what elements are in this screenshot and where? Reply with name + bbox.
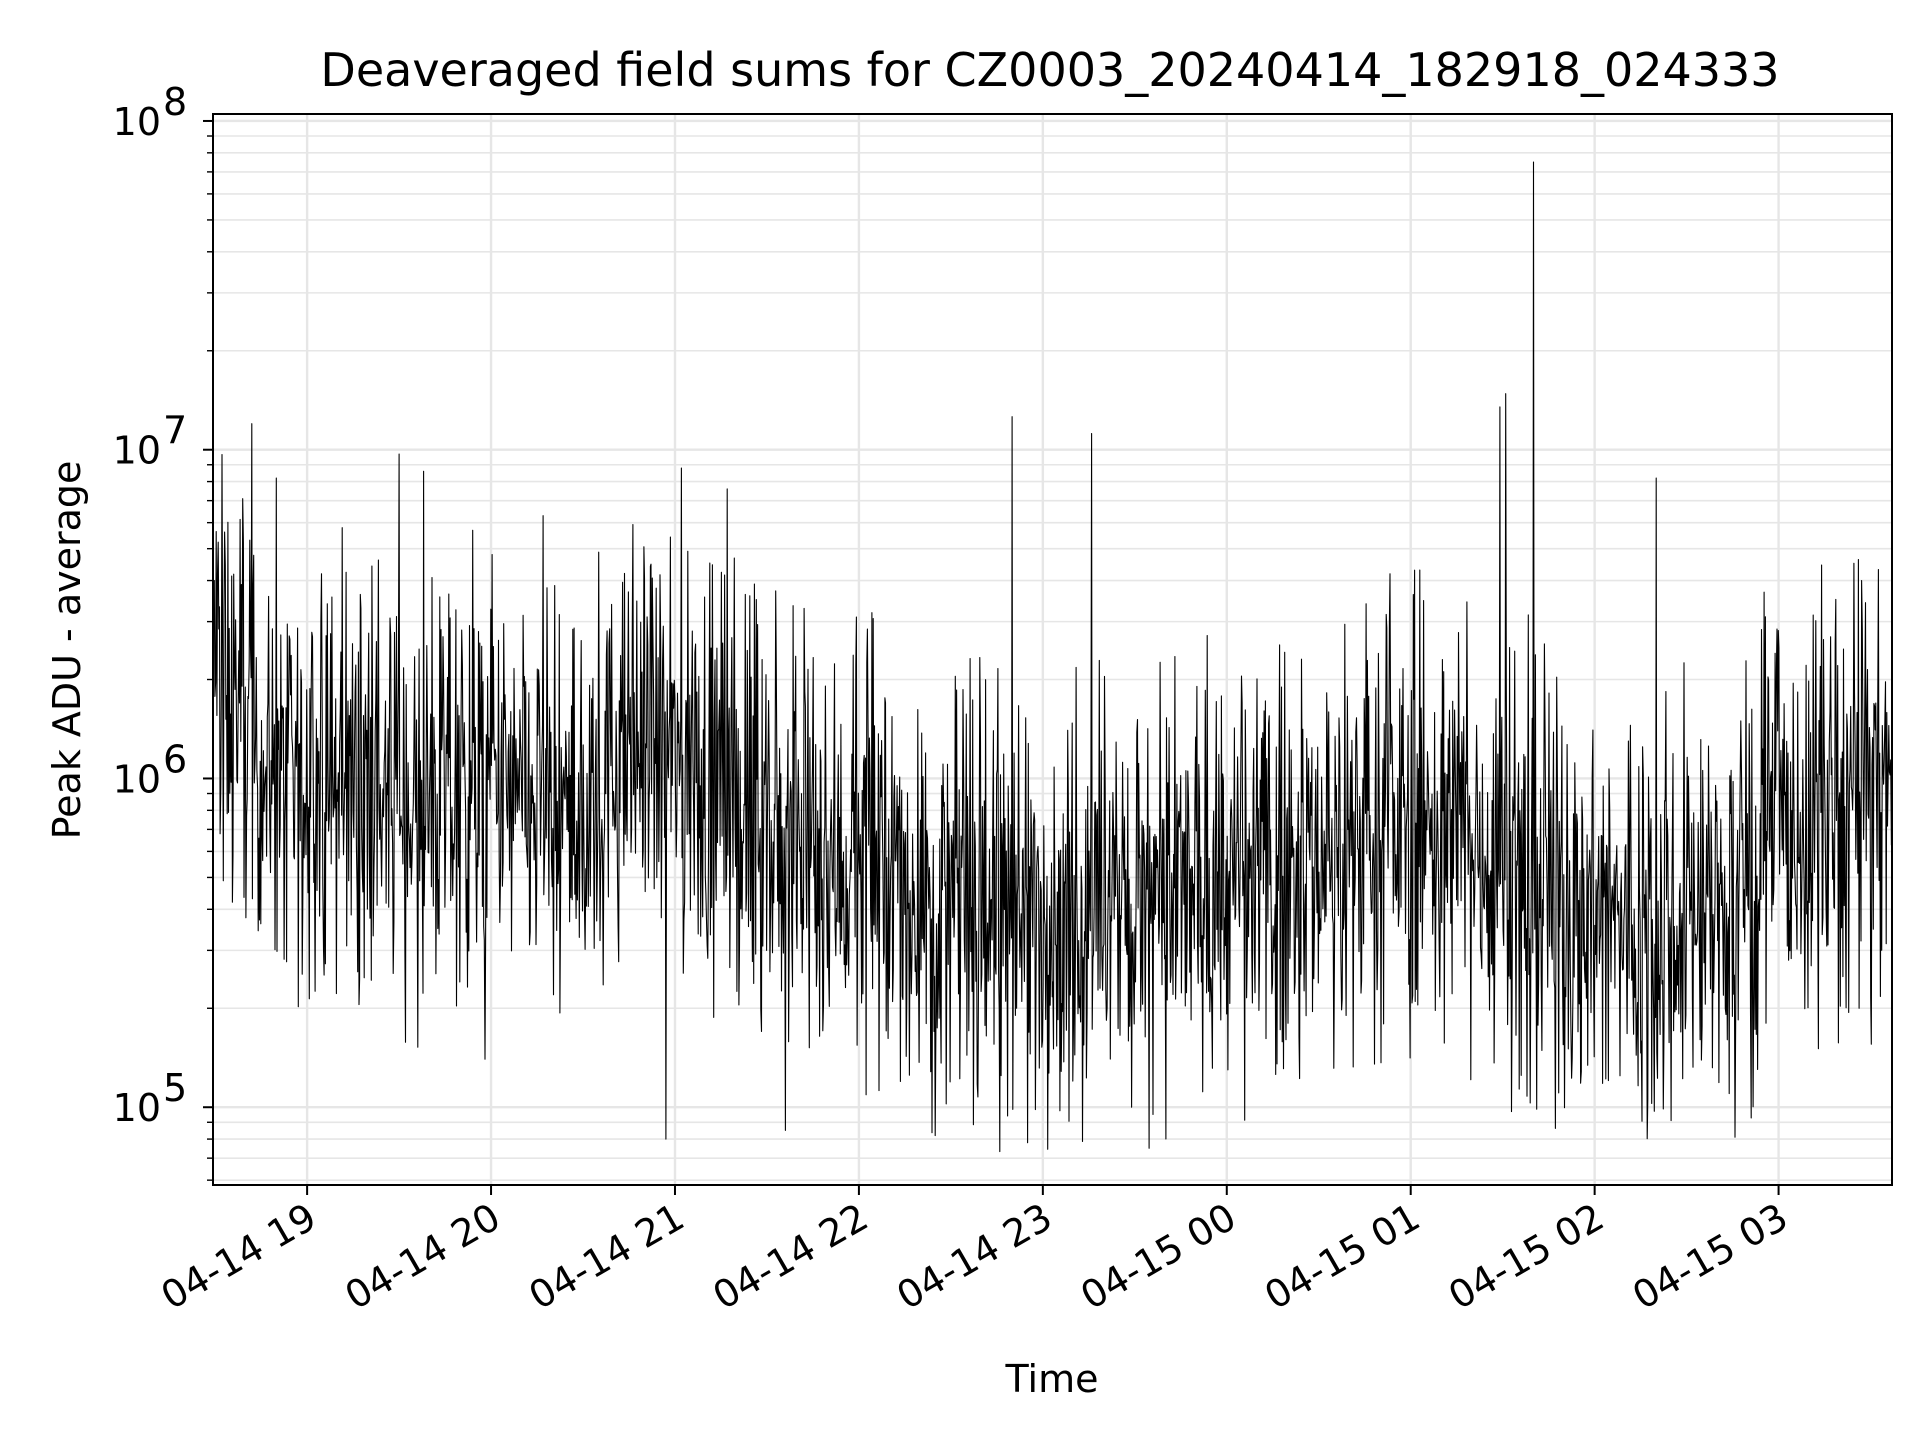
y-tick-exponent: 8 — [163, 80, 187, 124]
y-tick-exponent: 7 — [163, 409, 187, 453]
y-tick-exponent: 5 — [163, 1066, 187, 1110]
series-line — [212, 161, 1893, 1153]
plot-frame — [212, 113, 1893, 1186]
series-layer — [212, 161, 1893, 1153]
y-tick-label: 10 — [113, 757, 161, 801]
y-tick-exponent: 6 — [163, 737, 187, 781]
chart-title: Deaveraged field sums for CZ0003_2024041… — [320, 43, 1779, 97]
grid — [213, 114, 1892, 1185]
y-tick-label: 10 — [113, 1086, 161, 1130]
y-tick-label: 10 — [113, 100, 161, 144]
y-axis-label: Peak ADU - average — [45, 461, 89, 840]
x-axis-label: Time — [1005, 1357, 1099, 1401]
y-tick-label: 10 — [113, 429, 161, 473]
